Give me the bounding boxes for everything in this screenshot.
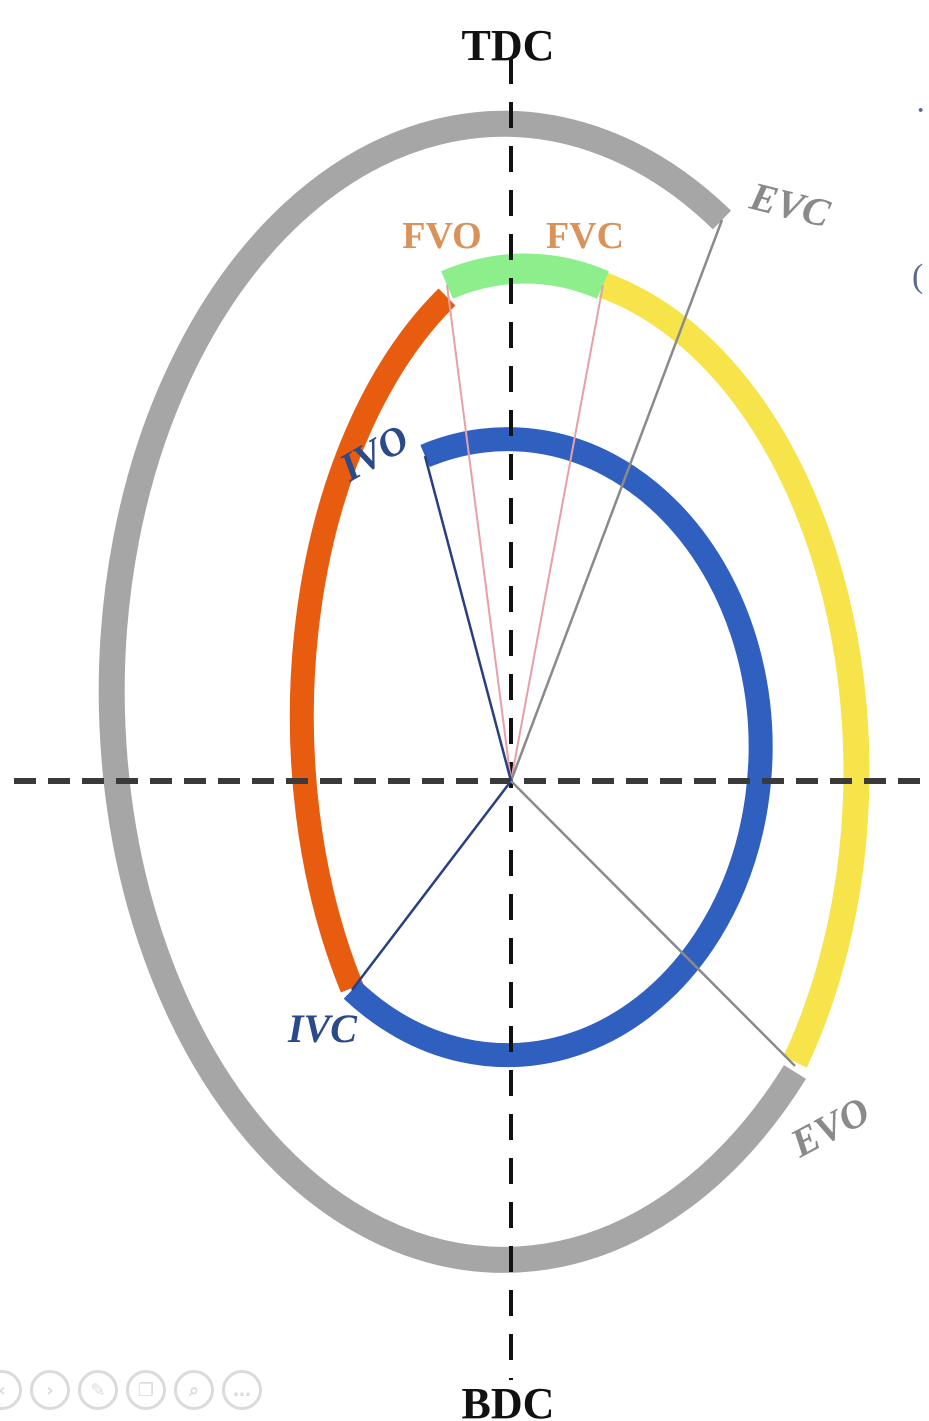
edge-mark-middle: ( <box>912 258 924 295</box>
evc-ray <box>509 219 724 782</box>
evo-ray <box>510 780 796 1067</box>
nav-prev-icon[interactable]: ‹ <box>0 1370 22 1410</box>
orange-arc <box>289 288 456 993</box>
slide-toolbar: ‹ › ✎ ❐ ⌕ … <box>0 1368 262 1412</box>
exhaust-valve-arc <box>98 110 807 1273</box>
evc-label: EVC <box>745 173 836 237</box>
copy-icon[interactable]: ❐ <box>126 1370 166 1410</box>
tdc-label: TDC <box>462 21 555 70</box>
ivo-ray <box>423 455 513 782</box>
yellow-arc <box>598 272 870 1068</box>
pen-icon[interactable]: ✎ <box>78 1370 118 1410</box>
fvo-ray <box>446 284 512 782</box>
nav-next-icon[interactable]: › <box>30 1370 70 1410</box>
ivc-label: IVC <box>287 1006 358 1051</box>
ivc-ray <box>351 780 512 991</box>
zoom-icon[interactable]: ⌕ <box>174 1370 214 1410</box>
intake-valve-arc <box>343 427 773 1068</box>
fvc-label: FVC <box>546 215 624 257</box>
evo-label: EVO <box>782 1088 877 1167</box>
more-icon[interactable]: … <box>222 1370 262 1410</box>
fuel-valve-arc <box>441 253 609 299</box>
bdc-label: BDC <box>462 1379 555 1421</box>
fvc-ray <box>510 284 604 782</box>
edge-mark-top: · <box>915 92 927 129</box>
fvo-label: FVO <box>402 215 481 257</box>
